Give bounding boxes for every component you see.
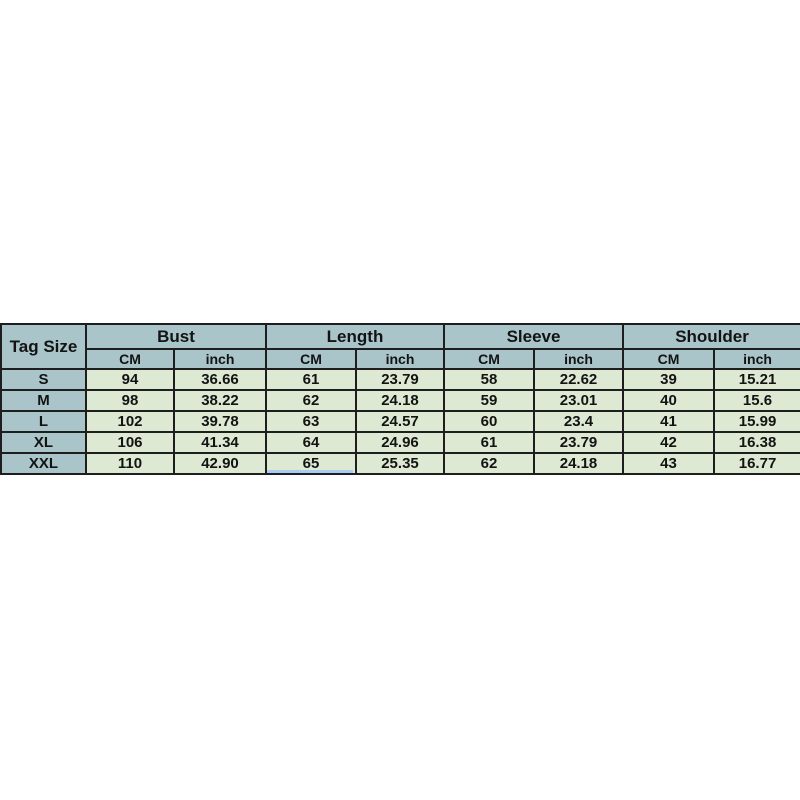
value-cell: 16.38 xyxy=(713,431,800,454)
unit-header-shoulder-cm: CM xyxy=(622,348,716,370)
unit-header-shoulder-inch: inch xyxy=(713,348,800,370)
value-cell: 15.21 xyxy=(713,368,800,391)
value-cell: 110 xyxy=(85,452,175,475)
unit-header-length-inch: inch xyxy=(355,348,445,370)
size-chart-table: Tag Size Bust Length Sleeve Shoulder CM … xyxy=(0,323,800,475)
column-group-length: Length xyxy=(265,323,445,350)
value-cell: 23.4 xyxy=(532,410,625,433)
unit-header-sleeve-inch: inch xyxy=(532,348,625,370)
value-cell: 62 xyxy=(443,452,535,475)
value-cell: 98 xyxy=(85,389,175,412)
value-cell: 62 xyxy=(265,389,357,412)
value-cell: 23.79 xyxy=(532,431,625,454)
column-group-sleeve: Sleeve xyxy=(442,323,625,350)
unit-header-bust-inch: inch xyxy=(173,348,267,370)
value-cell: 39.78 xyxy=(173,410,267,433)
value-cell: 59 xyxy=(443,389,535,412)
value-cell: 102 xyxy=(85,410,175,433)
table-row-l: L 102 39.78 63 24.57 60 23.4 41 15.99 xyxy=(0,410,800,433)
table-row-m: M 98 38.22 62 24.18 59 23.01 40 15.6 xyxy=(0,389,800,412)
value-cell: 64 xyxy=(265,431,357,454)
value-cell: 58 xyxy=(443,368,535,391)
size-cell: S xyxy=(0,368,87,391)
unit-header-bust-cm: CM xyxy=(85,348,175,370)
column-group-bust: Bust xyxy=(85,323,267,350)
value-cell: 40 xyxy=(622,389,716,412)
table-row-s: S 94 36.66 61 23.79 58 22.62 39 15.21 xyxy=(0,368,800,391)
value-cell: 36.66 xyxy=(173,368,267,391)
table-row-xl: XL 106 41.34 64 24.96 61 23.79 42 16.38 xyxy=(0,431,800,454)
column-group-shoulder: Shoulder xyxy=(622,323,800,350)
value-cell: 15.99 xyxy=(713,410,800,433)
unit-header-sleeve-cm: CM xyxy=(443,348,535,370)
value-cell: 41.34 xyxy=(173,431,267,454)
value-cell: 106 xyxy=(85,431,175,454)
value-cell: 42.90 xyxy=(173,452,267,475)
value-cell: 63 xyxy=(265,410,357,433)
value-cell: 38.22 xyxy=(173,389,267,412)
value-cell: 24.96 xyxy=(355,431,445,454)
value-cell: 24.18 xyxy=(532,452,625,475)
value-cell: 23.79 xyxy=(355,368,445,391)
table-row-xxl: XXL 110 42.90 65 25.35 62 24.18 43 16.77 xyxy=(0,452,800,475)
value-cell: 25.35 xyxy=(355,452,445,475)
value-cell: 60 xyxy=(443,410,535,433)
value-cell: 16.77 xyxy=(713,452,800,475)
value-cell: 23.01 xyxy=(532,389,625,412)
value-cell: 24.57 xyxy=(355,410,445,433)
value-cell: 42 xyxy=(622,431,716,454)
value-cell: 94 xyxy=(85,368,175,391)
size-cell: L xyxy=(0,410,87,433)
selection-highlight-artifact xyxy=(267,470,353,473)
table-units-row: CM inch CM inch CM inch CM inch xyxy=(1,348,800,370)
value-cell: 39 xyxy=(622,368,716,391)
unit-header-length-cm: CM xyxy=(265,348,357,370)
value-cell: 65 xyxy=(265,452,357,475)
size-cell: XXL xyxy=(0,452,87,475)
value-cell: 15.6 xyxy=(713,389,800,412)
corner-header: Tag Size xyxy=(0,323,87,370)
value-cell: 41 xyxy=(622,410,716,433)
table-header-row: Tag Size Bust Length Sleeve Shoulder xyxy=(0,323,800,370)
size-cell: M xyxy=(0,389,87,412)
value-cell: 24.18 xyxy=(355,389,445,412)
value-cell: 22.62 xyxy=(532,368,625,391)
value-cell: 61 xyxy=(443,431,535,454)
value-cell: 61 xyxy=(265,368,357,391)
value-cell: 43 xyxy=(622,452,716,475)
size-cell: XL xyxy=(0,431,87,454)
